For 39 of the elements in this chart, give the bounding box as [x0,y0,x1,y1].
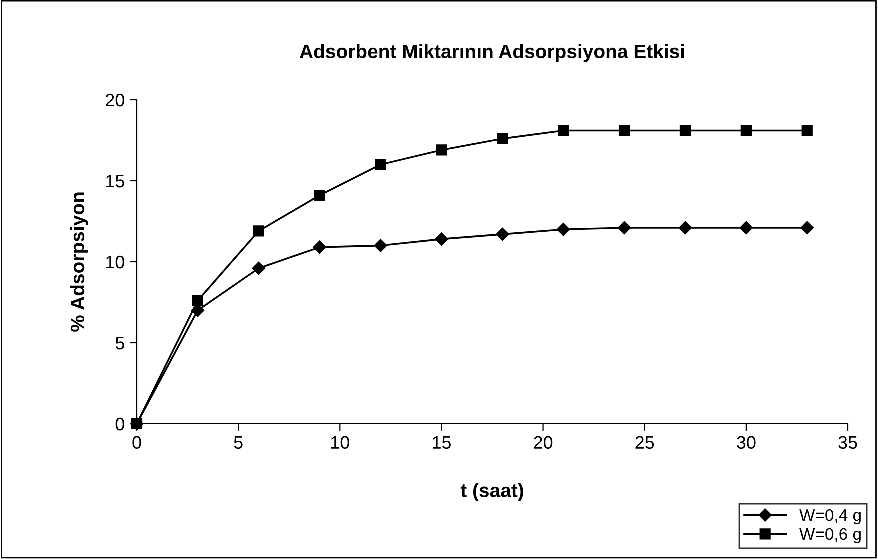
point [435,232,448,246]
x-tick-label: 30 [737,436,756,450]
x-tick-label: 0 [132,436,142,450]
point [740,125,752,136]
point [800,221,814,235]
x-tick-label: 15 [433,436,451,450]
point [252,262,266,276]
chart-title: Adsorbent Miktarının Adsorpsiyona Etkisi [300,44,684,62]
y-tick-label: 5 [116,337,124,350]
y-tick-label: 20 [106,94,124,107]
y-axis-title: % Adsorpsiyon [70,192,88,332]
point [618,221,632,235]
point [496,228,510,242]
point [436,144,448,156]
point [497,133,508,144]
point [314,190,326,202]
point [678,221,692,235]
point [313,240,326,254]
point [192,295,204,306]
point [802,125,813,136]
x-tick-label: 5 [234,436,243,450]
x-tick-label: 20 [534,436,553,450]
legend-label: W=0,4 g [800,509,861,525]
point [740,221,754,235]
point [374,239,388,252]
point [557,223,570,236]
point [558,125,570,136]
point [375,159,386,170]
y-tick-label: 15 [106,175,124,188]
y-tick-label: 0 [116,418,124,431]
point [253,226,264,237]
y-tick-label: 10 [106,256,124,269]
point [680,125,692,136]
x-tick-label: 35 [838,436,858,450]
legend-label: W=0,6 g [800,528,861,544]
x-axis-title: t (saat) [460,483,524,502]
point [618,125,630,136]
x-tick-label: 25 [636,436,654,450]
x-tick-label: 10 [331,436,350,450]
